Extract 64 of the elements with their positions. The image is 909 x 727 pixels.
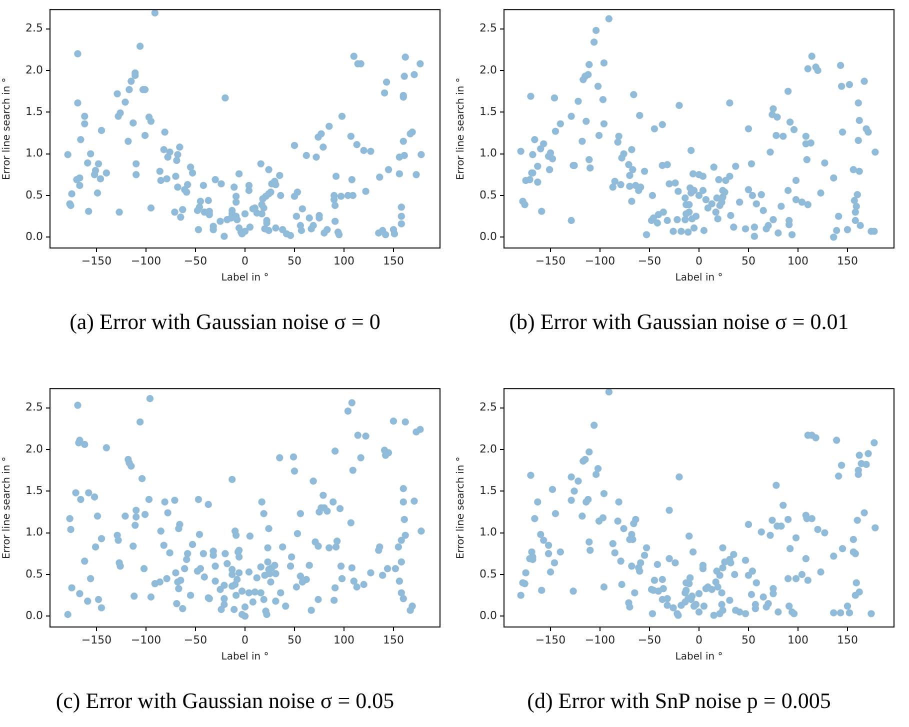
y-tick-label: 1.5: [26, 484, 43, 497]
y-tick-label: 1.5: [480, 104, 497, 118]
y-tick-label: 2.5: [26, 400, 43, 414]
x-axis-title: Label in °: [675, 272, 723, 284]
text: (d) Error with SnP noise p = 0.005: [526, 688, 832, 714]
y-tick-label: 0.0: [480, 609, 497, 622]
x-tick-label: 0: [242, 633, 248, 646]
x-tick-label: 150: [836, 633, 858, 646]
x-axis-title: Label in °: [221, 652, 269, 663]
y-tick-label: 0.0: [26, 230, 43, 244]
x-tick-label: −100: [130, 633, 162, 646]
text: (a) Error with Gaussian noise σ = 0: [68, 309, 382, 335]
x-tick-label: −100: [584, 254, 616, 268]
y-tick-label: 0.5: [26, 567, 43, 580]
y-tick-label: 0.5: [480, 188, 497, 202]
y-tick-label: 0.0: [26, 609, 43, 622]
x-tick-label: 100: [333, 633, 354, 646]
x-tick-label: 100: [787, 254, 808, 268]
text: (b) Error with Gaussian noise σ = 0.01: [508, 309, 850, 335]
y-tick-label: 1.5: [26, 104, 43, 118]
y-tick-label: 1.0: [480, 146, 497, 160]
x-tick-label: −100: [584, 633, 616, 646]
x-tick-label: −50: [184, 254, 208, 268]
y-tick-label: 0.5: [480, 567, 497, 580]
x-tick-label: 150: [382, 254, 404, 268]
x-tick-label: 150: [836, 254, 858, 268]
x-tick-label: −50: [184, 633, 208, 646]
x-tick-label: −150: [535, 633, 566, 646]
y-tick-label: 1.5: [480, 484, 497, 497]
x-tick-label: 50: [287, 633, 302, 646]
y-tick-label: 2.5: [480, 22, 497, 35]
y-tick-label: 1.0: [480, 526, 497, 539]
y-axis-title: Error line search in °: [2, 456, 13, 560]
x-tick-label: −50: [638, 254, 662, 268]
y-tick-label: 2.0: [480, 63, 497, 76]
x-tick-label: −50: [638, 633, 662, 646]
y-axis-title: Error line search in °: [456, 78, 467, 180]
y-tick-label: 2.5: [480, 400, 497, 414]
x-tick-label: 0: [696, 633, 702, 646]
y-tick-label: 2.0: [26, 63, 43, 76]
text: (c) Error with Gaussian noise σ = 0.05: [54, 688, 396, 714]
x-tick-label: 0: [696, 254, 702, 268]
y-tick-label: 1.0: [26, 526, 43, 539]
y-axis-title: Error line search in °: [2, 78, 13, 180]
y-tick-label: 2.0: [480, 442, 497, 456]
y-tick-label: 0.5: [26, 188, 43, 202]
x-tick-label: −150: [81, 633, 112, 646]
x-tick-label: 0: [242, 254, 248, 268]
x-tick-label: 50: [741, 254, 756, 268]
y-tick-label: 0.0: [480, 230, 497, 244]
y-tick-label: 2.5: [26, 22, 43, 35]
x-tick-label: 100: [787, 633, 808, 646]
x-axis-title: Label in °: [221, 272, 269, 284]
x-axis-title: Label in °: [675, 652, 723, 663]
x-tick-label: 100: [333, 254, 354, 268]
x-tick-label: 50: [287, 254, 302, 268]
x-tick-label: −150: [535, 254, 566, 268]
y-axis-title: Error line search in °: [456, 456, 467, 560]
y-tick-label: 1.0: [26, 146, 43, 160]
y-tick-label: 2.0: [26, 442, 43, 456]
x-tick-label: 150: [382, 633, 404, 646]
x-tick-label: 50: [741, 633, 756, 646]
x-tick-label: −150: [81, 254, 112, 268]
x-tick-label: −100: [130, 254, 162, 268]
